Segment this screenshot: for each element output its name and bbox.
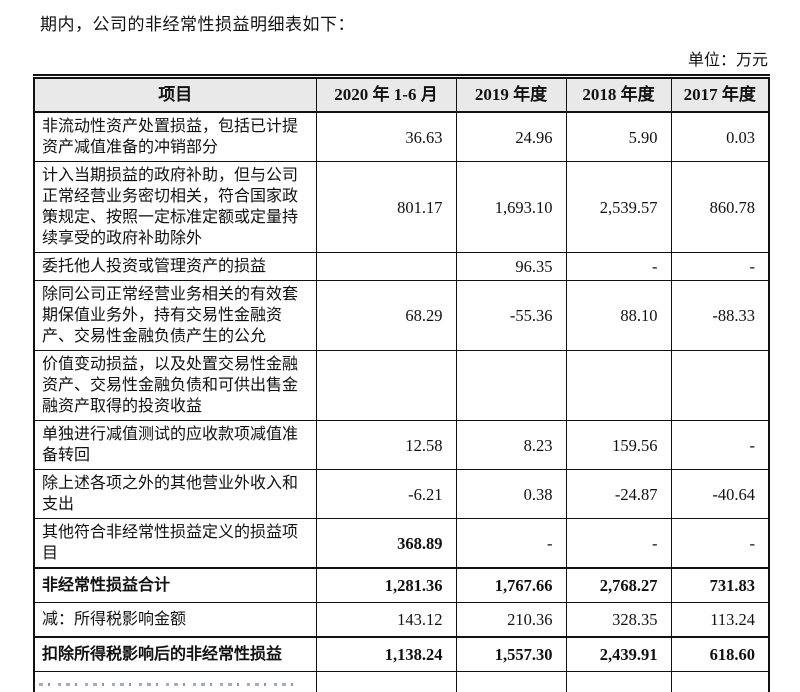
value-cell: 1,557.30 — [456, 637, 566, 672]
value-cell: -55.36 — [456, 281, 566, 351]
item-label: 价值变动损益，以及处置交易性金融资产、交易性金融负债和可供出售金融资产取得的投资… — [34, 351, 316, 421]
value-cell: -40.64 — [671, 470, 769, 519]
intro-text: 期内，公司的非经常性损益明细表如下： — [40, 13, 768, 37]
value-cell: - — [456, 519, 566, 569]
value-cell — [566, 351, 671, 421]
value-cell: - — [566, 253, 671, 281]
column-header-item: 项目 — [34, 77, 316, 113]
item-label: 减：所得税影响金额 — [34, 603, 316, 638]
item-label: 单独进行减值测试的应收款项减值准备转回 — [34, 421, 316, 470]
value-cell: 1,767.66 — [456, 568, 566, 603]
table-row: 计入当期损益的政府补助，但与公司正常经营业务密切相关，符合国家政策规定、按照一定… — [34, 162, 769, 253]
column-header-period-2020h1: 2020 年 1-6 月 — [316, 77, 456, 113]
value-cell: 24.96 — [456, 112, 566, 162]
unit-label: 单位：万元 — [33, 46, 768, 70]
item-label: 其他符合非经常性损益定义的损益项目 — [34, 519, 316, 569]
item-label: 非经常性损益合计 — [34, 568, 316, 603]
value-cell: 0.38 — [456, 470, 566, 519]
value-cell: -6.21 — [316, 470, 456, 519]
clipped-partial-row — [34, 672, 769, 692]
value-cell: 328.35 — [566, 603, 671, 638]
value-cell: 1,138.24 — [316, 637, 456, 672]
value-cell: 1,281.36 — [316, 568, 456, 603]
column-header-year-2018: 2018 年度 — [566, 77, 671, 113]
value-cell: 68.29 — [316, 281, 456, 351]
item-label: 除上述各项之外的其他营业外收入和支出 — [34, 470, 316, 519]
value-cell: 143.12 — [316, 603, 456, 638]
value-cell: 96.35 — [456, 253, 566, 281]
value-cell: 88.10 — [566, 281, 671, 351]
value-cell — [316, 351, 456, 421]
value-cell: -88.33 — [671, 281, 769, 351]
value-cell: 731.83 — [671, 568, 769, 603]
item-label: 扣除所得税影响后的非经常性损益 — [34, 637, 316, 672]
value-cell: - — [566, 519, 671, 569]
value-cell: - — [671, 253, 769, 281]
value-cell: 210.36 — [456, 603, 566, 638]
value-cell: - — [671, 519, 769, 569]
value-cell: 618.60 — [671, 637, 769, 672]
item-label: 计入当期损益的政府补助，但与公司正常经营业务密切相关，符合国家政策规定、按照一定… — [34, 162, 316, 253]
value-cell: 0.03 — [671, 112, 769, 162]
value-cell: - — [671, 421, 769, 470]
value-cell: 36.63 — [316, 112, 456, 162]
clipped-cell — [566, 672, 671, 692]
clipped-cell — [316, 672, 456, 692]
value-cell: 5.90 — [566, 112, 671, 162]
clipped-glyph-tops — [39, 683, 295, 686]
value-cell: -24.87 — [566, 470, 671, 519]
value-cell: 2,539.57 — [566, 162, 671, 253]
column-header-year-2019: 2019 年度 — [456, 77, 566, 113]
item-label: 委托他人投资或管理资产的损益 — [34, 253, 316, 281]
value-cell — [671, 351, 769, 421]
clipped-cell — [456, 672, 566, 692]
value-cell: 2,768.27 — [566, 568, 671, 603]
value-cell: 801.17 — [316, 162, 456, 253]
value-cell — [456, 351, 566, 421]
value-cell: 12.58 — [316, 421, 456, 470]
clipped-text-fragment — [34, 672, 316, 692]
value-cell: 113.24 — [671, 603, 769, 638]
column-header-year-2017: 2017 年度 — [671, 77, 769, 113]
clipped-cell — [671, 672, 769, 692]
value-cell: 159.56 — [566, 421, 671, 470]
value-cell: 368.89 — [316, 519, 456, 569]
table-row: 除同公司正常经营业务相关的有效套期保值业务外，持有交易性金融资产、交易性金融负债… — [34, 281, 769, 351]
table-row: 价值变动损益，以及处置交易性金融资产、交易性金融负债和可供出售金融资产取得的投资… — [34, 351, 769, 421]
value-cell — [316, 253, 456, 281]
item-label: 非流动性资产处置损益，包括已计提资产减值准备的冲销部分 — [34, 112, 316, 162]
item-label: 除同公司正常经营业务相关的有效套期保值业务外，持有交易性金融资产、交易性金融负债… — [34, 281, 316, 351]
value-cell: 2,439.91 — [566, 637, 671, 672]
value-cell: 860.78 — [671, 162, 769, 253]
value-cell: 8.23 — [456, 421, 566, 470]
value-cell: 1,693.10 — [456, 162, 566, 253]
